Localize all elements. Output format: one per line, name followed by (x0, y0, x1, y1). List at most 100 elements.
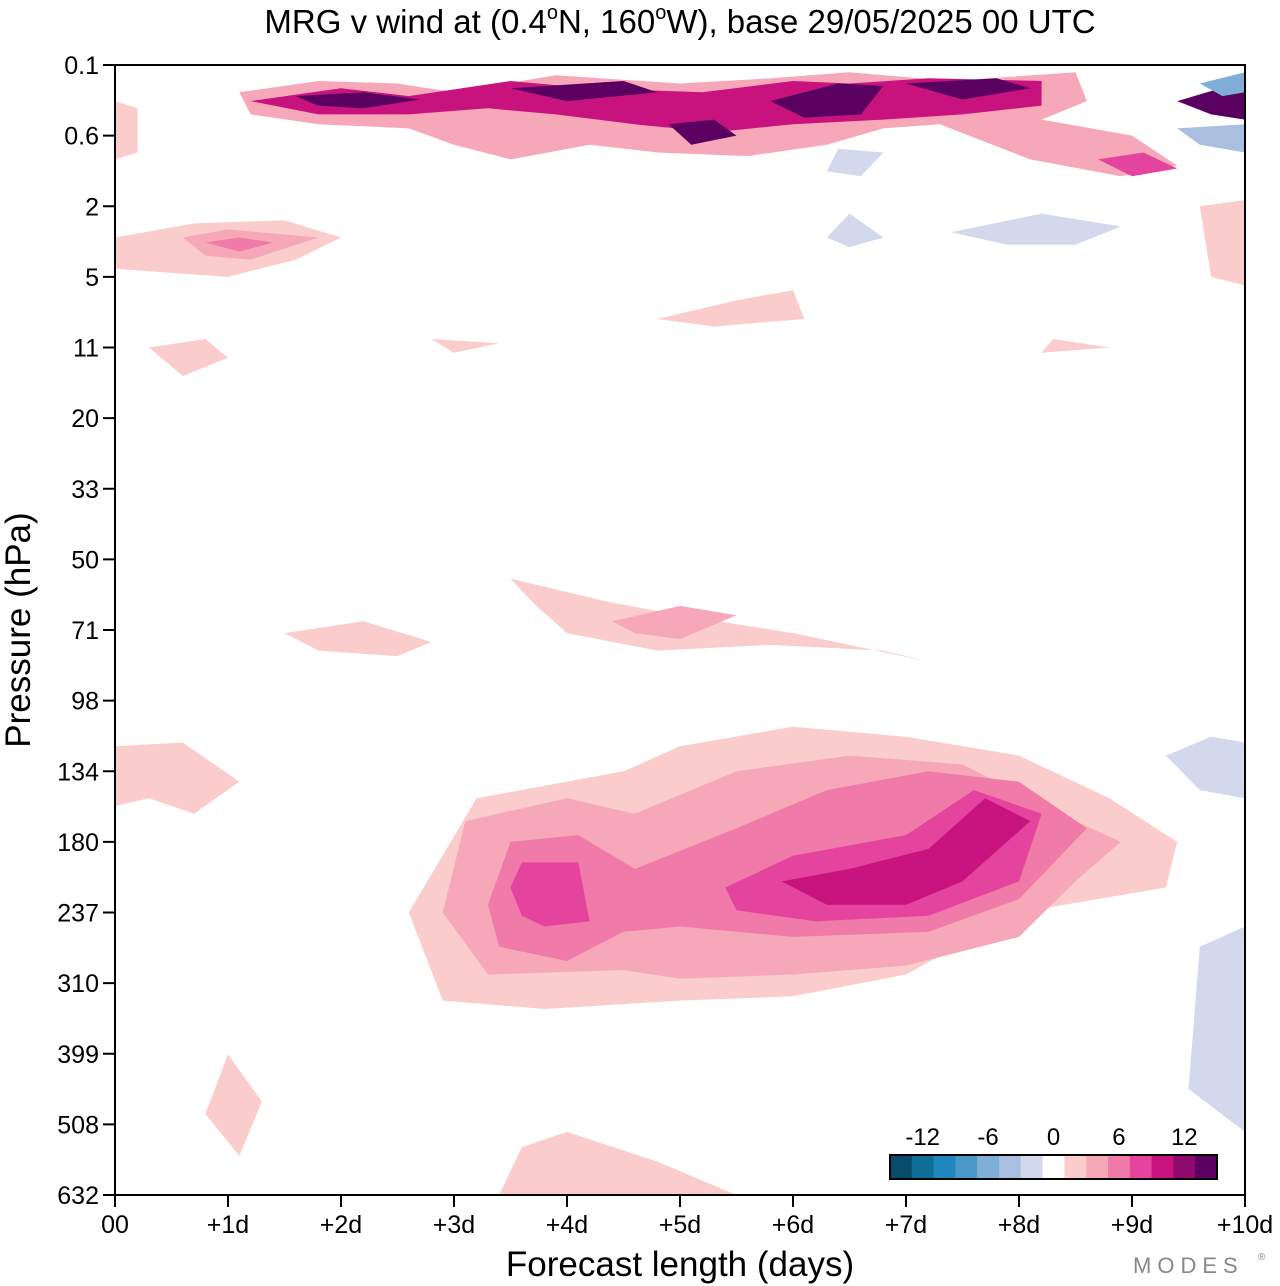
contour-region (951, 213, 1121, 245)
contour-region (510, 862, 590, 927)
colorbar-swatch (1129, 1155, 1153, 1179)
x-tick-label: +8d (998, 1211, 1040, 1239)
contour-region (510, 81, 658, 102)
contour-region (115, 101, 138, 160)
colorbar-swatch (933, 1155, 956, 1179)
x-tick-label: +10d (1217, 1211, 1273, 1239)
contour-region (906, 78, 1031, 100)
contour-region (1199, 72, 1245, 97)
contour-region (205, 237, 274, 252)
contour-region (160, 108, 296, 214)
colorbar-tick-label: -6 (977, 1124, 998, 1151)
x-axis: 00 +1d +2d +3d +4d +5d +6d +7d +8d +9d +10d (101, 1195, 1273, 1239)
x-tick-label: +4d (546, 1211, 588, 1239)
colorbar-tick-label: 6 (1112, 1124, 1125, 1151)
y-tick-label: 180 (57, 829, 99, 857)
contour-region (612, 605, 737, 640)
colorbar-swatch (1108, 1155, 1131, 1179)
contour-region (657, 290, 805, 327)
chart-title-mid: N, 160 (558, 3, 655, 40)
contour-region (815, 313, 1132, 339)
y-tick-label: 11 (73, 335, 99, 363)
contour-region (115, 425, 195, 450)
colorbar-swatch (1042, 1155, 1065, 1179)
x-tick-label: 00 (101, 1211, 129, 1239)
colorbar-swatch (977, 1155, 1000, 1179)
y-tick-label: 5 (85, 264, 99, 292)
colorbar: -12 -6 0 6 12 (889, 1124, 1218, 1180)
contour-region (1165, 736, 1245, 799)
colorbar-swatch (1173, 1155, 1196, 1179)
chart-title: MRG v wind at (0.4oN, 160oW), base 29/05… (264, 2, 1095, 40)
x-tick-label: +6d (772, 1211, 814, 1239)
contour-region (137, 669, 308, 717)
contour-region (431, 339, 500, 353)
contour-region (1199, 200, 1245, 286)
y-tick-label: 20 (71, 405, 99, 433)
y-tick-label: 310 (57, 970, 99, 998)
colorbar-frame (889, 1154, 1218, 1180)
contour-region (499, 1131, 737, 1195)
contour-region (115, 742, 240, 814)
contour-region (781, 798, 1031, 905)
contour-region (1177, 124, 1245, 153)
y-tick-label: 0.6 (64, 123, 99, 151)
colorbar-swatch (1151, 1155, 1174, 1179)
contour-region (533, 255, 635, 294)
colorbar-swatch (890, 1155, 913, 1179)
contour-region (770, 83, 884, 118)
y-tick-label: 632 (57, 1182, 99, 1210)
y-tick-label: 134 (57, 758, 99, 786)
contour-region (148, 339, 228, 376)
y-tick-label: 71 (71, 617, 99, 645)
y-tick-label: 50 (71, 546, 99, 574)
colorbar-tick-label: -12 (905, 1124, 940, 1151)
colorbar-tick-label: 12 (1171, 1124, 1198, 1151)
contour-region (1188, 926, 1245, 1132)
y-axis: 0.1 0.6 2 5 11 20 33 50 71 98 134 180 237 310 399 508 63… (57, 52, 115, 1210)
colorbar-swatch (1064, 1155, 1087, 1179)
x-tick-label: +5d (659, 1211, 701, 1239)
chart-title-degree-2: o (655, 2, 666, 24)
x-tick-label: +9d (1111, 1211, 1153, 1239)
contour-region (284, 621, 432, 657)
y-tick-label: 508 (57, 1111, 99, 1139)
y-tick-label: 2 (85, 193, 99, 221)
x-tick-label: +2d (320, 1211, 362, 1239)
contour-region (510, 669, 635, 706)
colorbar-swatch (999, 1155, 1022, 1179)
contour-region (826, 148, 884, 177)
chart-title-prefix: MRG v wind at (0.4 (264, 3, 546, 40)
contour-region (295, 92, 421, 109)
modes-logo-text: MODES (1133, 1253, 1244, 1278)
contour-region (239, 285, 568, 358)
colorbar-swatch (1195, 1155, 1218, 1179)
contour-region (668, 119, 737, 145)
contour-region (725, 65, 793, 79)
colorbar-swatch (911, 1155, 935, 1179)
contour-region (510, 578, 929, 662)
y-axis-title: Pressure (hPa) (0, 512, 38, 747)
y-tick-label: 98 (71, 688, 99, 716)
colorbar-tick-label: 0 (1047, 1124, 1060, 1151)
x-tick-label: +7d (885, 1211, 927, 1239)
colorbar-swatch (955, 1155, 978, 1179)
y-tick-label: 399 (57, 1041, 99, 1069)
chart-title-suffix: W), base 29/05/2025 00 UTC (666, 3, 1095, 40)
modes-logo-mark: ® (1258, 1252, 1266, 1263)
colorbar-swatch (1020, 1155, 1044, 1179)
contour-region (1041, 339, 1110, 353)
chart-title-degree-1: o (547, 2, 558, 24)
x-tick-label: +1d (207, 1211, 249, 1239)
contour-region (793, 152, 1200, 269)
contour-region (205, 1054, 262, 1156)
x-tick-label: +3d (433, 1211, 475, 1239)
y-tick-label: 237 (57, 900, 99, 928)
y-tick-label: 33 (71, 476, 99, 504)
contour-fill-layer (115, 65, 1245, 1195)
contour-region (239, 767, 409, 916)
y-tick-label: 0.1 (64, 52, 99, 80)
contour-region (826, 213, 884, 248)
colorbar-swatch (1086, 1155, 1109, 1179)
